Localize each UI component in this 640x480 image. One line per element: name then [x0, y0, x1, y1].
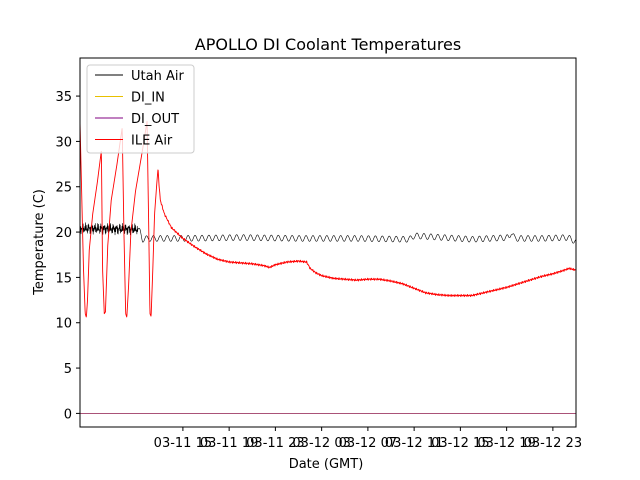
x-tick-label: 03-12 23 [524, 436, 582, 451]
series-layer [80, 121, 576, 414]
legend-box [86, 64, 195, 154]
y-tick-label: 10 [55, 317, 72, 332]
y-tick-label: 5 [64, 362, 72, 377]
x-tick-label: 03-12 15 [431, 436, 489, 451]
series-line-utah-air [80, 222, 576, 244]
y-tick-label: 15 [55, 271, 72, 286]
x-axis-label: Date (GMT) [289, 457, 364, 472]
y-tick-label: 30 [55, 135, 72, 150]
x-tick-label: 03-12 11 [385, 436, 443, 451]
x-tick-label: 03-11 19 [200, 436, 258, 451]
x-tick-label: 03-12 07 [339, 436, 397, 451]
x-tick-label: 03-11 15 [154, 436, 212, 451]
legend-label: DI_IN [131, 91, 165, 106]
y-tick-label: 0 [64, 407, 72, 422]
y-tick-label: 25 [55, 181, 72, 196]
y-tick-label: 35 [55, 90, 72, 105]
x-tick-label: 03-12 03 [292, 436, 350, 451]
y-axis-label: Temperature (C) [32, 189, 47, 296]
x-tick-label: 03-11 23 [246, 436, 304, 451]
y-tick-label: 20 [55, 226, 72, 241]
legend-label: Utah Air [131, 69, 184, 84]
legend: Utah Air DI_IN DI_OUT ILE Air [86, 64, 195, 154]
legend-label: ILE Air [131, 134, 173, 149]
series-line-ile-air [80, 121, 576, 318]
chart-title: APOLLO DI Coolant Temperatures [195, 35, 461, 54]
plot-frame [79, 57, 577, 428]
x-tick-label: 03-12 19 [477, 436, 535, 451]
legend-label: DI_OUT [131, 112, 179, 127]
